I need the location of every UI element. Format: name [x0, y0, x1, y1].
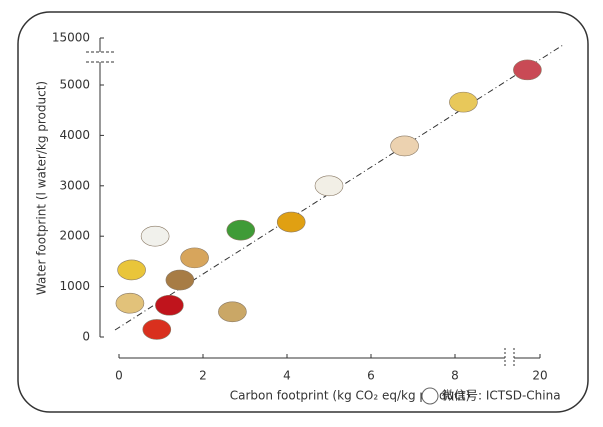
- y-tick-label: 15000: [52, 31, 90, 45]
- x-tick-label: 0: [115, 369, 123, 383]
- food-point: [513, 59, 542, 81]
- food-point: [226, 219, 256, 241]
- food-point: [449, 91, 478, 113]
- x-axis-label: Carbon footprint (kg CO₂ eq/kg product): [230, 389, 470, 403]
- x-tick-label: 6: [367, 369, 375, 383]
- x-axis-break: [505, 355, 514, 361]
- y-tick-label: 4000: [59, 128, 90, 142]
- food-point: [155, 294, 184, 316]
- y-axis-break: [97, 52, 103, 62]
- watermark-icon: [421, 387, 439, 405]
- y-tick-label: 1000: [59, 279, 90, 293]
- watermark: 微信号: ICTSD-China: [442, 389, 561, 403]
- food-point: [140, 225, 170, 247]
- food-point: [218, 301, 247, 323]
- y-tick-label: 5000: [59, 78, 90, 92]
- y-tick-label: 2000: [59, 229, 90, 243]
- food-point: [142, 319, 172, 340]
- x-tick-label: 4: [283, 369, 291, 383]
- x-tick-label: 8: [451, 369, 459, 383]
- y-tick-label: 0: [82, 330, 90, 344]
- frame: [17, 11, 589, 413]
- food-point: [180, 247, 209, 269]
- food-point: [276, 211, 306, 233]
- y-axis-label: Water footprint (l water/kg product): [35, 81, 49, 295]
- x-tick-label: 2: [199, 369, 207, 383]
- food-point: [314, 175, 344, 197]
- y-tick-label: 3000: [59, 178, 90, 192]
- food-point: [115, 292, 145, 314]
- food-point: [165, 269, 195, 291]
- food-point: [117, 259, 146, 281]
- food-point: [390, 135, 419, 157]
- x-tick-label: 20: [532, 369, 547, 383]
